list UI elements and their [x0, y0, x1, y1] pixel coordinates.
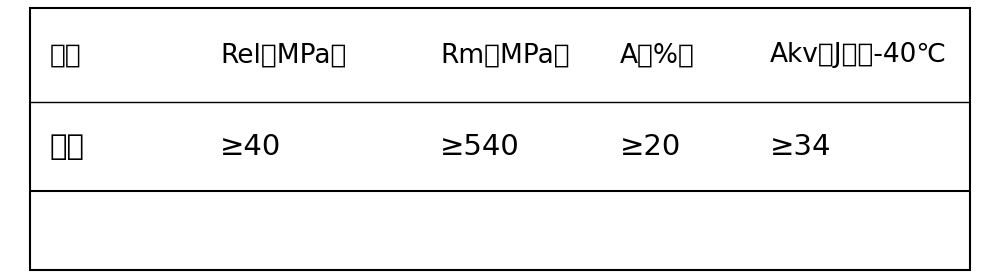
Text: A（%）: A（%）	[620, 42, 695, 68]
Text: Rel（MPa）: Rel（MPa）	[220, 42, 346, 68]
Text: ≥40: ≥40	[220, 133, 281, 161]
Text: ≥540: ≥540	[440, 133, 520, 161]
Text: ≥20: ≥20	[620, 133, 681, 161]
Text: Rm（MPa）: Rm（MPa）	[440, 42, 570, 68]
Text: ≥34: ≥34	[770, 133, 832, 161]
Text: 指标: 指标	[50, 133, 85, 161]
Text: Akv（J），-40℃: Akv（J），-40℃	[770, 42, 947, 68]
Text: 项目: 项目	[50, 42, 82, 68]
